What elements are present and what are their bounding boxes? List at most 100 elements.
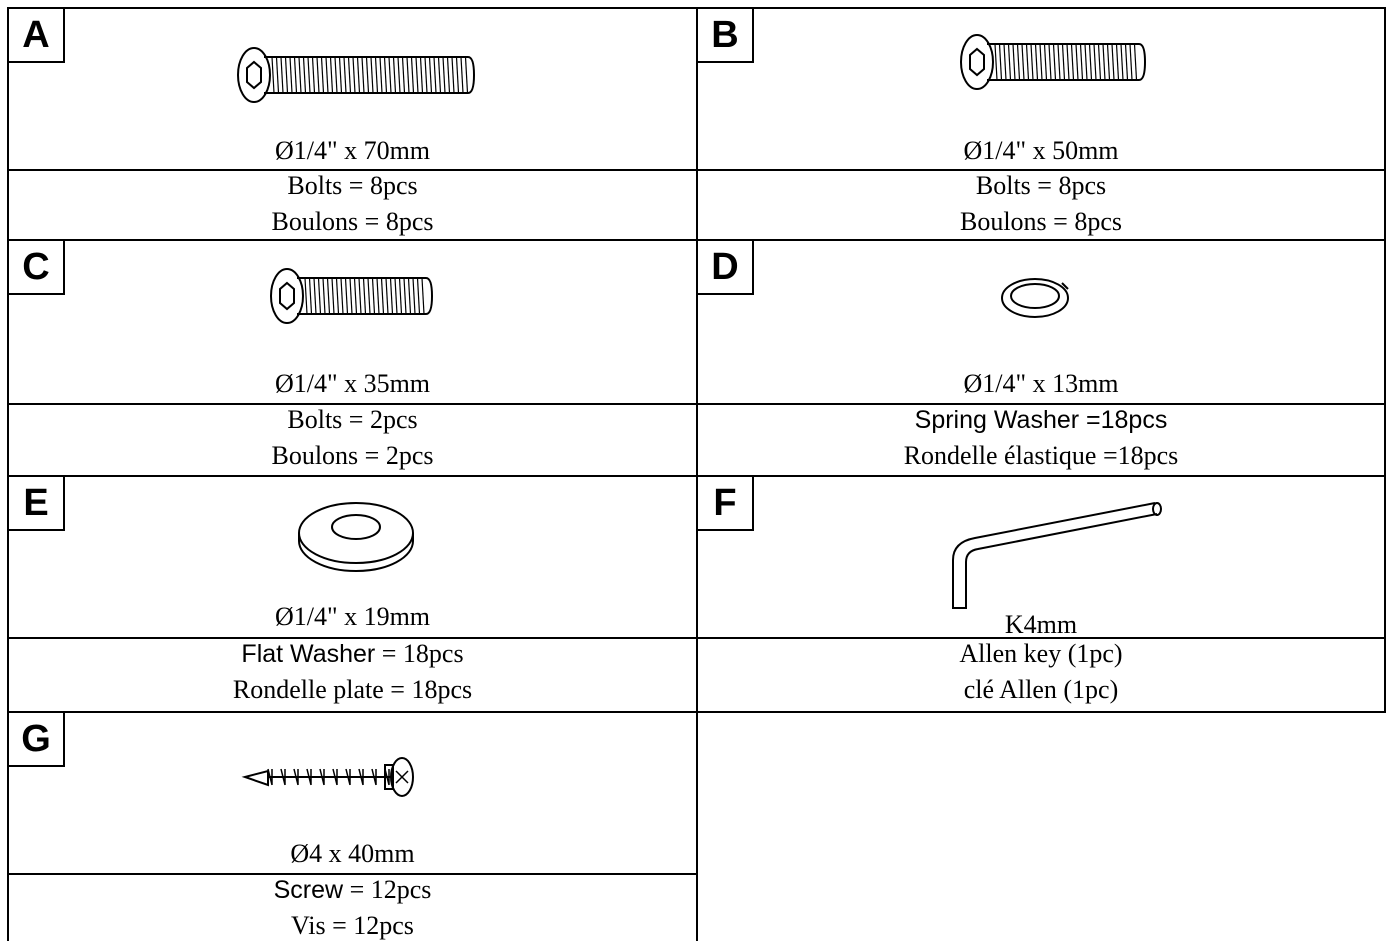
letter-box (696, 239, 754, 295)
thread (322, 277, 326, 315)
thread (302, 56, 307, 94)
part-letter: D (711, 246, 739, 288)
bolt-hex (246, 60, 262, 90)
thread (424, 56, 428, 94)
thread (389, 277, 394, 315)
part-letter: C (22, 246, 50, 288)
thread (340, 277, 344, 315)
thread (329, 56, 334, 94)
spring-washer-icon (1001, 278, 1069, 318)
thread (347, 56, 352, 94)
part-description: Vis = 12pcs (8, 908, 697, 941)
thread (442, 56, 446, 94)
part-letter: F (713, 482, 737, 524)
thread (392, 56, 397, 94)
thread (1012, 43, 1016, 81)
bolt-hex (279, 281, 295, 311)
thread (451, 56, 455, 94)
text-segment: Bolts = 8pcs (975, 171, 1107, 200)
letter-box (7, 239, 65, 295)
part-description: Flat Washer = 18pcs (8, 636, 697, 672)
thread (1129, 43, 1133, 81)
part-letter: B (711, 14, 739, 56)
part-size: Ø1/4" x 13mm (963, 369, 1119, 398)
thread (1106, 43, 1111, 81)
thread (332, 768, 338, 786)
thread (352, 56, 356, 94)
text-segment: Screw (273, 876, 344, 904)
thread (331, 277, 335, 315)
bolt-shaft (987, 43, 1147, 81)
thread (379, 56, 383, 94)
thread (1102, 43, 1106, 81)
thread (460, 56, 464, 94)
thread (304, 277, 308, 315)
thread (1030, 43, 1034, 81)
thread (316, 56, 320, 94)
thread (353, 277, 358, 315)
thread (994, 43, 998, 81)
thread (371, 768, 377, 786)
thread (403, 277, 407, 315)
part-letter: G (21, 718, 51, 760)
part-description: Boulons = 2pcs (8, 438, 697, 474)
part-description: Rondelle plate = 18pcs (8, 672, 697, 708)
thread (1039, 43, 1043, 81)
letter-box (7, 475, 65, 531)
text-segment: Rondelle plate = 18pcs (232, 675, 473, 704)
cell-border (696, 475, 1386, 713)
thread (433, 56, 437, 94)
thread (293, 56, 298, 94)
thread (385, 277, 389, 315)
thread (338, 56, 343, 94)
thread (437, 56, 442, 94)
thread (1052, 43, 1057, 81)
bolt-head (270, 268, 304, 324)
thread (1057, 43, 1061, 81)
thread (284, 56, 289, 94)
thread (1088, 43, 1093, 81)
thread (374, 56, 379, 94)
thread (1034, 43, 1039, 81)
part-description: Allen key (1pc) (697, 636, 1385, 672)
bolt-head (960, 34, 994, 90)
thread (1120, 43, 1124, 81)
text-segment: Bolts = 8pcs (287, 171, 418, 200)
part-letter: E (23, 482, 49, 524)
thread (419, 56, 424, 94)
text-segment: Boulons = 8pcs (271, 207, 434, 236)
thread (1007, 43, 1012, 81)
thread (1133, 43, 1138, 81)
thread (1111, 43, 1115, 81)
thread (361, 56, 365, 94)
thread (280, 768, 286, 786)
thread (307, 56, 311, 94)
thread (267, 768, 273, 786)
part-size: Ø4 x 40mm (290, 839, 415, 868)
part-description: Spring Washer =18pcs (697, 402, 1385, 438)
thread (421, 277, 425, 315)
screw-neck (384, 764, 394, 790)
part-size: Ø1/4" x 35mm (274, 369, 431, 398)
text-segment: Flat Washer (241, 640, 376, 668)
thread (1016, 43, 1021, 81)
thread (398, 277, 403, 315)
thread (446, 56, 451, 94)
text-segment: Boulons = 8pcs (959, 207, 1122, 236)
thread (275, 56, 280, 94)
thread (1003, 43, 1007, 81)
thread (415, 56, 419, 94)
thread (1043, 43, 1048, 81)
part-description: Boulons = 8pcs (8, 204, 697, 240)
thread (1066, 43, 1070, 81)
screw-head (390, 757, 414, 797)
thread (367, 277, 371, 315)
thread (401, 56, 406, 94)
thread (298, 56, 302, 94)
thread (1124, 43, 1129, 81)
thread (313, 277, 317, 315)
thread (1021, 43, 1025, 81)
letter-box (696, 7, 754, 63)
thread (311, 56, 316, 94)
